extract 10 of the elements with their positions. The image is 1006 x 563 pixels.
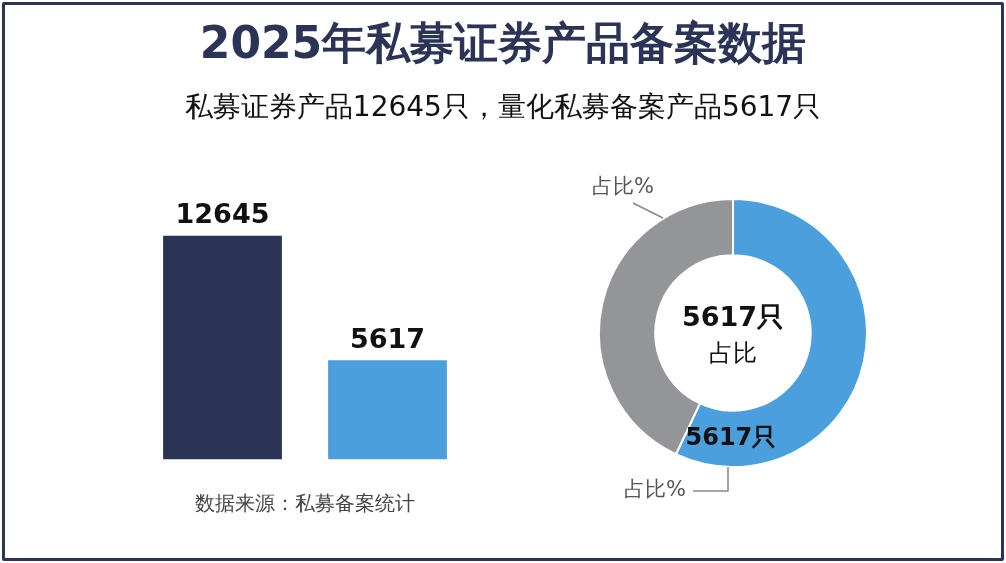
text: 占比 [709, 339, 757, 368]
text: 占比% [624, 477, 686, 502]
text: 5617只 [685, 423, 777, 452]
data-label: 5617 [349, 322, 426, 354]
text: 5617只 [681, 301, 785, 333]
text: 占比% [592, 174, 654, 199]
data-label: 12645 [175, 198, 270, 230]
source-note: 数据来源：私募备案统计 [194, 490, 416, 517]
chart-title: 2025年私募证券产品备案数据 [198, 16, 808, 70]
chart-subtitle: 私募证券产品12645只，量化私募备案产品5617只 [183, 89, 823, 125]
